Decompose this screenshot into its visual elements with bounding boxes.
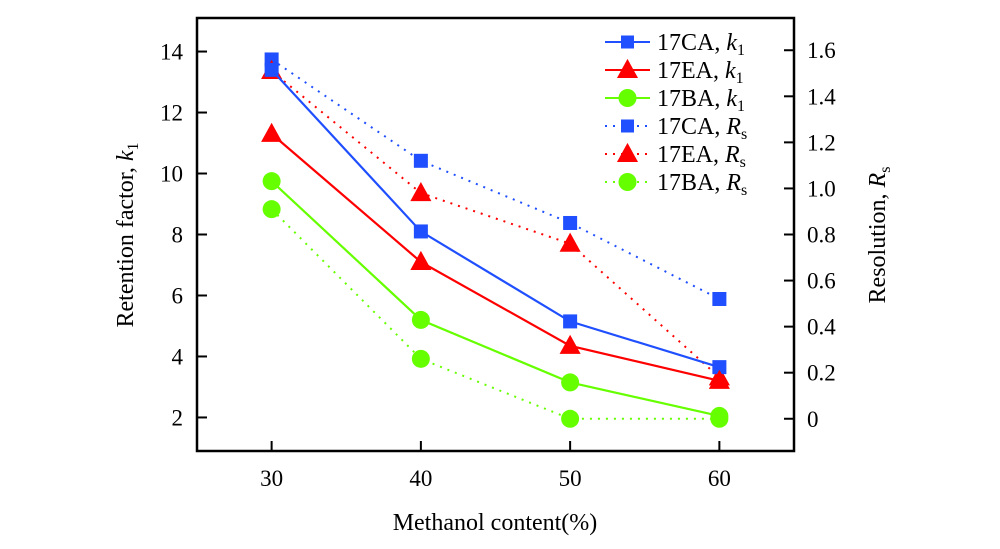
legend-label: 17EA, Rs (657, 142, 746, 171)
legend-marker (616, 58, 639, 79)
data-point-17ba-rs (411, 349, 430, 368)
series-line-17ba-rs (270, 208, 720, 420)
data-point-17ea-rs (410, 181, 432, 202)
legend-item-17ca-rs: 17CA, Rs (605, 114, 747, 143)
series-line-17ba-k1 (270, 180, 720, 418)
legend-item-17ea-rs: 17EA, Rs (605, 142, 746, 171)
legend-label: 17CA, Rs (657, 114, 747, 143)
legend-marker (621, 35, 634, 49)
data-point-17ba-k1 (262, 172, 281, 191)
data-point-17ea-rs (559, 232, 581, 252)
x-tick-label: 60 (708, 466, 731, 491)
data-point-17ca-k1 (712, 360, 727, 375)
y-tick-label: 14 (160, 40, 184, 65)
legend-label: 17CA, k1 (657, 30, 745, 59)
data-point-17ba-k1 (710, 406, 729, 425)
legend-item-17ea-k1: 17EA, k1 (605, 58, 744, 87)
plot-area (261, 52, 730, 428)
series-17ba-rs (262, 200, 729, 428)
legend-item-17ca-k1: 17CA, k1 (605, 30, 745, 59)
data-point-17ca-k1 (413, 224, 428, 239)
y-tick-label: 4 (172, 344, 184, 369)
y2-tick-label: 1.6 (807, 38, 836, 63)
data-point-17ba-rs (561, 409, 580, 428)
y2-tick-label: 0.6 (807, 269, 836, 294)
data-point-17ca-rs (712, 291, 727, 306)
y2-tick-label: 0.4 (807, 315, 836, 340)
legend-marker (618, 89, 637, 107)
legend-item-17ba-rs: 17BA, Rs (605, 170, 747, 199)
y-tick-label: 6 (172, 283, 184, 308)
data-point-17ca-k1 (563, 314, 578, 329)
series-line-17ea-rs (270, 70, 721, 379)
y2-tick-label: 1.4 (807, 84, 836, 109)
y-tick-label: 10 (160, 162, 183, 187)
y-tick-label: 12 (160, 101, 183, 126)
y2-tick-label: 1.0 (807, 176, 836, 201)
series-17ca-rs (264, 52, 727, 306)
axis-ticks (197, 49, 794, 451)
data-point-17ea-k1 (261, 122, 283, 142)
series-line-17ca-rs (271, 58, 720, 300)
data-point-17ca-k1 (264, 62, 279, 77)
series-line-17ca-k1 (270, 69, 720, 369)
series-17ca-k1 (264, 62, 727, 375)
x-tick-label: 30 (260, 466, 283, 491)
series-line-17ea-k1 (270, 133, 720, 382)
y-tick-label: 8 (172, 223, 184, 248)
data-point-17ba-rs (262, 200, 281, 219)
data-point-17ea-k1 (559, 334, 581, 354)
data-point-17ba-k1 (561, 373, 580, 392)
y-axis-title: Retention factor, k1 (113, 143, 142, 328)
legend-marker (621, 119, 634, 133)
x-tick-label: 50 (559, 466, 582, 491)
data-point-17ba-k1 (411, 310, 430, 329)
data-point-17ea-k1 (410, 250, 432, 270)
series-17ea-k1 (261, 122, 730, 389)
data-point-17ca-rs (563, 215, 578, 230)
tick-labels: 30 40 50 60 2 4 6 8 10 12 14 0 0.2 0.4 0.6 0.8 1.0 1.2 1.4… (160, 38, 836, 491)
legend-label: 17BA, k1 (657, 86, 745, 115)
legend-marker (618, 173, 637, 191)
legend-marker (616, 142, 639, 163)
y-tick-label: 2 (172, 405, 184, 430)
legend-label: 17EA, k1 (657, 58, 744, 87)
y2-tick-label: 1.2 (807, 130, 836, 155)
data-point-17ea-k1 (708, 369, 730, 389)
y2-tick-label: 0 (807, 407, 819, 432)
data-point-17ca-rs (413, 153, 428, 168)
legend-item-17ba-k1: 17BA, k1 (605, 86, 745, 115)
x-axis-title: Methanol content(%) (393, 510, 598, 536)
series-17ba-k1 (262, 172, 729, 425)
x-tick-label: 40 (409, 466, 432, 491)
y2-tick-label: 0.8 (807, 223, 836, 248)
legend-label: 17BA, Rs (657, 170, 747, 199)
y2-axis-title: Resolution, Rs (865, 167, 894, 304)
y2-tick-label: 0.2 (807, 361, 836, 386)
